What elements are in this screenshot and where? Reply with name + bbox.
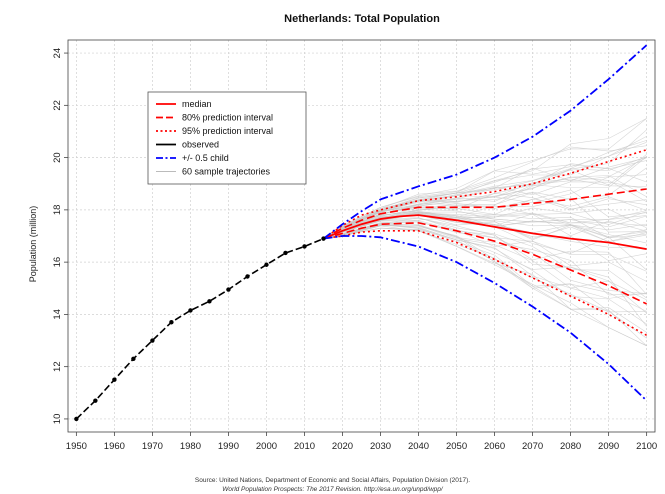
x-tick-label-1: 1960	[104, 441, 125, 452]
y-tick-label-5: 20	[52, 152, 63, 163]
x-tick-label-12: 2070	[522, 441, 543, 452]
observed-markers	[74, 236, 326, 422]
observed-point	[264, 262, 269, 267]
x-tick-label-10: 2050	[446, 441, 467, 452]
sample-trajectory	[323, 154, 647, 239]
series-line-6	[322, 44, 648, 240]
y-tick-label-0: 10	[52, 414, 63, 425]
x-tick-label-15: 2100	[636, 441, 657, 452]
source-line-2: World Population Prospects: The 2017 Rev…	[222, 486, 443, 493]
population-chart: Netherlands: Total Population 1950 1960 19…	[28, 13, 657, 452]
observed-point	[112, 377, 117, 382]
observed-point	[302, 244, 307, 249]
series-lines	[75, 44, 648, 420]
observed-point	[169, 320, 174, 325]
observed-point	[188, 308, 193, 313]
series-line-5	[323, 230, 647, 337]
y-tick-label-7: 24	[52, 48, 63, 59]
sample-trajectories	[323, 118, 647, 347]
legend-box	[147, 91, 307, 185]
y-axis: 10 12 14 16 18 20 22 24	[52, 48, 68, 424]
series-line-7	[323, 235, 648, 402]
sample-trajectory	[323, 217, 647, 272]
legend-label-4: +/- 0.5 child	[182, 153, 229, 163]
x-tick-label-3: 1980	[180, 441, 201, 452]
sample-trajectory	[323, 205, 647, 239]
x-tick-label-5: 2000	[256, 441, 277, 452]
legend-label-3: observed	[182, 140, 219, 150]
y-tick-label-3: 16	[52, 257, 63, 268]
x-axis: 1950 1960 1970 1980 1990 2000 2010 2020 2030 2040…	[66, 432, 657, 452]
x-tick-label-14: 2090	[598, 441, 619, 452]
legend-label-5: 60 sample trajectories	[182, 167, 271, 177]
series-line-0	[75, 237, 324, 420]
sample-trajectory	[323, 223, 647, 327]
y-tick-label-4: 18	[52, 205, 63, 216]
sample-trajectory	[323, 176, 647, 239]
sample-trajectory	[323, 225, 647, 347]
legend: median 80% prediction interval 95% predict…	[147, 91, 307, 185]
observed-point	[283, 250, 288, 256]
observed-point	[131, 356, 136, 362]
x-tick-label-6: 2010	[294, 441, 315, 452]
sample-trajectory	[323, 118, 647, 239]
x-tick-label-9: 2040	[408, 441, 429, 452]
sample-trajectory	[323, 189, 647, 239]
source-line-1: Source: United Nations, Department of Ec…	[194, 477, 471, 484]
observed-point	[150, 338, 155, 343]
observed-point	[93, 398, 98, 403]
sample-trajectory	[323, 224, 647, 339]
series-line-1	[323, 214, 647, 250]
x-tick-label-7: 2020	[332, 441, 353, 452]
sample-trajectory	[323, 142, 647, 239]
observed-point	[207, 299, 212, 304]
series-line-3	[323, 222, 647, 305]
series-line-2	[323, 188, 647, 240]
x-tick-label-4: 1990	[218, 441, 239, 452]
sample-trajectory	[323, 174, 647, 239]
x-tick-label-0: 1950	[66, 441, 87, 452]
observed-point	[321, 236, 326, 241]
observed-point	[74, 416, 79, 422]
series-line-4	[323, 149, 647, 240]
sample-trajectory	[323, 224, 647, 312]
sample-trajectory	[323, 118, 647, 239]
y-tick-label-1: 12	[52, 361, 63, 372]
x-tick-label-2: 1970	[142, 441, 163, 452]
plot-frame	[67, 39, 656, 433]
y-axis-label: Population (million)	[28, 206, 38, 283]
legend-label-1: 80% prediction interval	[182, 113, 273, 123]
sample-trajectory	[323, 217, 647, 295]
legend-label-2: 95% prediction interval	[182, 126, 273, 136]
y-tick-label-6: 22	[52, 100, 63, 111]
chart-title: Netherlands: Total Population	[284, 13, 440, 25]
observed-point	[245, 274, 250, 279]
sample-trajectory	[323, 227, 647, 333]
sample-trajectory	[323, 225, 647, 313]
x-tick-label-11: 2060	[484, 441, 505, 452]
sample-trajectory	[323, 175, 647, 239]
x-tick-label-13: 2080	[560, 441, 581, 452]
y-tick-label-2: 14	[52, 309, 63, 320]
legend-label-0: median	[182, 99, 212, 109]
observed-point	[226, 287, 231, 292]
x-tick-label-8: 2030	[370, 441, 391, 452]
